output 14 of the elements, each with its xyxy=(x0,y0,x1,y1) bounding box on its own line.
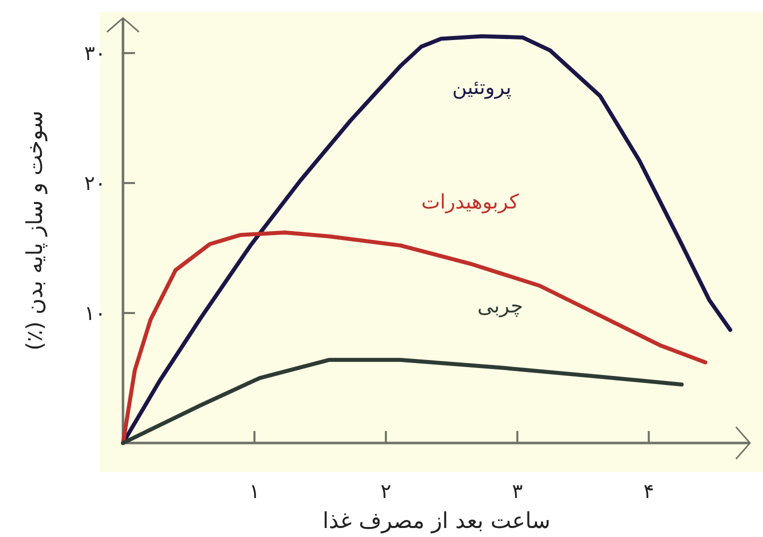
x-axis-title: ساعت بعد از مصرف غذا xyxy=(322,509,550,534)
x-tick-label: ۴ xyxy=(643,479,654,503)
x-tick-label: ۲ xyxy=(380,479,392,503)
line-series xyxy=(121,358,684,445)
y-tick-label: ۲۰ xyxy=(84,171,106,196)
text: چربی xyxy=(477,294,524,318)
series-label: کربوهیدرات xyxy=(421,190,520,214)
y-tick-label: ۳۰ xyxy=(84,41,106,66)
x-tick-label: ۱ xyxy=(249,479,260,503)
series-label: پروتئین xyxy=(452,75,512,100)
line-series xyxy=(121,230,708,445)
x-tick-label: ۳ xyxy=(512,479,523,503)
y-axis-title: سوخت و ساز پایه بدن (٪) xyxy=(23,110,48,350)
y-tick-label: ۱۰ xyxy=(84,301,106,326)
